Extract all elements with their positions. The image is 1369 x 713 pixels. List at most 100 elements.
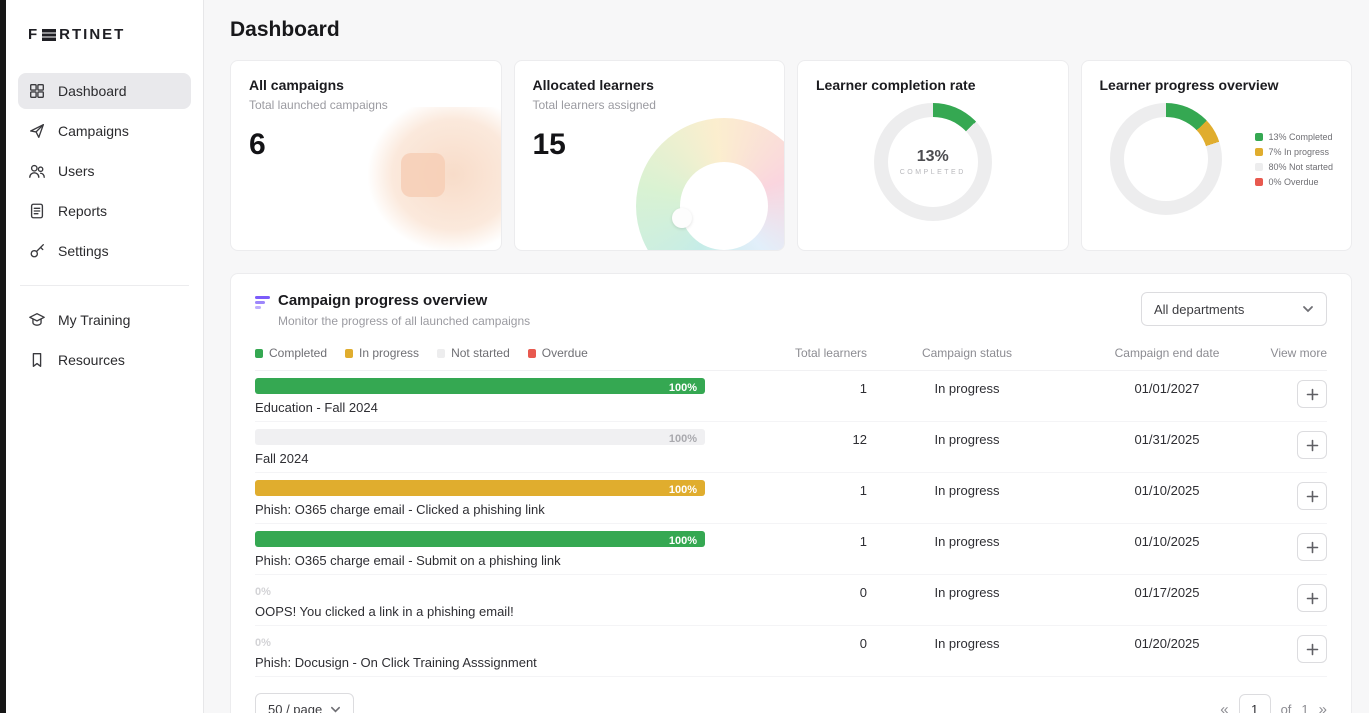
card-title: Allocated learners — [532, 77, 654, 93]
current-page-input[interactable]: 1 — [1238, 694, 1271, 713]
column-header-campaign-status: Campaign status — [921, 346, 1013, 360]
allocated-learners-value: 15 — [532, 128, 566, 161]
section-title: Campaign progress overview — [278, 292, 488, 309]
card-title: Learner progress overview — [1099, 77, 1279, 93]
campaign-name: OOPS! You clicked a link in a phishing e… — [255, 604, 514, 619]
progress-bar-fill: 100% — [255, 429, 705, 445]
legend-swatch-not-started — [437, 348, 446, 358]
sidebar-item-label: Reports — [58, 203, 108, 219]
sidebar-item-label: Settings — [58, 243, 109, 259]
sidebar-divider — [20, 285, 189, 286]
donut-center: 13% Completed — [887, 117, 978, 207]
completion-label: Completed — [899, 169, 966, 176]
decorative-illustration — [400, 153, 445, 197]
table-row: 100% Education - Fall 2024 1 In progress… — [255, 371, 1327, 422]
progress-bar-label: 100% — [668, 535, 697, 547]
table-row: 100% Fall 2024 12 In progress 01/31/2025 — [255, 422, 1327, 473]
legend-item: 13% Completed — [1255, 132, 1333, 142]
sidebar-item-dashboard[interactable]: Dashboard — [18, 73, 191, 109]
plus-icon — [1306, 592, 1318, 604]
view-more-button[interactable] — [1297, 533, 1327, 561]
sidebar-item-users[interactable]: Users — [18, 153, 191, 189]
sidebar-item-label: Campaigns — [58, 123, 129, 139]
total-learners-value: 1 — [859, 381, 867, 396]
campaigns-icon — [30, 124, 44, 138]
completion-rate-donut-chart: 13% Completed — [873, 103, 992, 221]
legend-label: Not started — [451, 346, 510, 360]
total-learners-value: 0 — [859, 585, 867, 600]
card-title: Learner completion rate — [816, 77, 976, 93]
sidebar-item-my-training[interactable]: My Training — [18, 302, 191, 338]
legend-swatch-completed — [1255, 132, 1264, 141]
departments-dropdown-value: All departments — [1154, 301, 1245, 317]
legend-swatch-overdue — [1255, 177, 1264, 186]
legend-swatch-overdue — [527, 348, 536, 358]
first-page-button[interactable]: « — [1220, 701, 1228, 713]
progress-bar: 100% — [255, 378, 705, 394]
progress-bar-label: 100% — [668, 433, 697, 445]
legend-swatch-completed — [255, 348, 263, 358]
plus-icon — [1306, 388, 1318, 400]
logo-text-right: RTINET — [59, 26, 126, 43]
logo-text-left: F — [28, 26, 40, 43]
left-edge-strip — [0, 0, 6, 713]
plus-icon — [1306, 490, 1318, 502]
campaign-name: Phish: O365 charge email - Submit on a p… — [255, 553, 561, 568]
sidebar-item-campaigns[interactable]: Campaigns — [18, 113, 191, 149]
sidebar-item-label: Users — [58, 163, 95, 179]
sidebar-item-label: Dashboard — [58, 83, 127, 99]
view-more-button[interactable] — [1297, 482, 1327, 510]
departments-dropdown[interactable]: All departments — [1141, 292, 1327, 326]
sidebar-item-settings[interactable]: Settings — [18, 233, 191, 269]
filter-bars-icon — [255, 296, 270, 309]
table-header-row: Completed In progress Not started Overdu… — [255, 346, 1327, 371]
view-more-button[interactable] — [1297, 380, 1327, 408]
progress-bar-fill: 100% — [255, 378, 705, 394]
campaign-end-date-value: 01/31/2025 — [1134, 432, 1200, 447]
campaign-end-date-value: 01/01/2027 — [1134, 381, 1200, 396]
campaign-status-value: In progress — [934, 381, 1000, 396]
view-more-button[interactable] — [1297, 584, 1327, 612]
status-legend: Completed In progress Not started Overdu… — [255, 346, 717, 360]
legend-item: 0% Overdue — [1255, 177, 1333, 187]
legend-item: 7% In progress — [1255, 147, 1333, 157]
campaign-name: Phish: O365 charge email - Clicked a phi… — [255, 502, 545, 517]
legend-label: Completed — [269, 346, 328, 360]
legend-label: 80% Not started — [1268, 161, 1333, 172]
progress-overview-legend: 13% Completed 7% In progress 80% Not sta… — [1255, 127, 1333, 192]
decorative-illustration — [680, 162, 768, 250]
legend-item: Overdue — [527, 346, 588, 360]
progress-overview-donut-chart — [1109, 103, 1222, 215]
last-page-button[interactable]: » — [1319, 701, 1327, 713]
plus-icon — [1306, 439, 1318, 451]
decorative-illustration — [672, 208, 692, 228]
table-row: 100% Phish: O365 charge email - Clicked … — [255, 473, 1327, 524]
total-learners-value: 1 — [859, 534, 867, 549]
stat-cards-row: All campaigns Total launched campaigns 6… — [230, 60, 1352, 251]
progress-bar: 0% — [255, 582, 705, 598]
campaign-end-date-value: 01/20/2025 — [1134, 636, 1200, 651]
sidebar-item-reports[interactable]: Reports — [18, 193, 191, 229]
plus-icon — [1306, 643, 1318, 655]
view-more-button[interactable] — [1297, 635, 1327, 663]
campaign-name: Phish: Docusign - On Click Training Asss… — [255, 655, 537, 670]
fortinet-logo: F RTINET — [18, 26, 191, 43]
total-learners-value: 0 — [859, 636, 867, 651]
fortinet-o-icon — [42, 28, 57, 41]
legend-item: Completed — [255, 346, 327, 360]
progress-bar-label: 0% — [255, 586, 271, 598]
page-size-select[interactable]: 50 / page — [255, 693, 355, 713]
table-row: 100% Phish: O365 charge email - Submit o… — [255, 524, 1327, 575]
legend-label: 0% Overdue — [1268, 176, 1319, 187]
legend-swatch-in-progress — [345, 348, 354, 358]
page-title: Dashboard — [230, 18, 340, 41]
table-row: 0% OOPS! You clicked a link in a phishin… — [255, 575, 1327, 626]
page-of-label: of — [1280, 701, 1292, 713]
progress-bar: 100% — [255, 531, 705, 547]
legend-label: Overdue — [541, 346, 588, 360]
legend-label: 13% Completed — [1268, 131, 1333, 142]
campaign-end-date-value: 01/10/2025 — [1134, 483, 1200, 498]
progress-bar-label: 100% — [668, 382, 697, 394]
sidebar-item-resources[interactable]: Resources — [18, 342, 191, 378]
view-more-button[interactable] — [1297, 431, 1327, 459]
